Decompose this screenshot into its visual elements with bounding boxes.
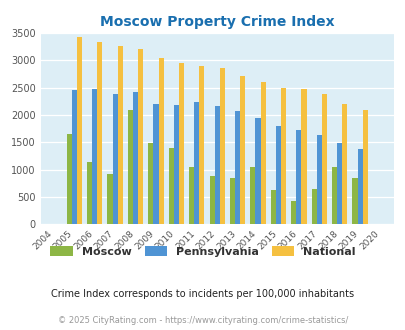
Bar	[331, 167, 336, 224]
Bar	[153, 104, 158, 224]
Bar	[138, 50, 143, 224]
Bar	[275, 126, 280, 224]
Bar	[77, 37, 82, 224]
Bar	[199, 66, 204, 224]
Bar	[92, 89, 97, 224]
Bar	[229, 179, 234, 224]
Bar	[336, 143, 341, 224]
Bar	[362, 110, 367, 224]
Bar	[168, 148, 173, 224]
Bar	[219, 68, 224, 224]
Bar	[158, 58, 163, 224]
Bar	[321, 94, 326, 224]
Bar	[260, 82, 265, 224]
Bar	[214, 106, 219, 224]
Bar	[352, 179, 357, 224]
Bar	[341, 104, 347, 224]
Bar	[87, 161, 92, 224]
Bar	[270, 190, 275, 224]
Bar	[189, 167, 194, 224]
Bar	[301, 89, 306, 224]
Bar	[107, 174, 112, 224]
Bar	[234, 111, 240, 224]
Bar	[357, 149, 362, 224]
Bar	[128, 110, 133, 224]
Bar	[97, 42, 102, 224]
Bar	[250, 167, 255, 224]
Bar	[311, 189, 316, 224]
Bar	[296, 130, 301, 224]
Text: © 2025 CityRating.com - https://www.cityrating.com/crime-statistics/: © 2025 CityRating.com - https://www.city…	[58, 316, 347, 325]
Bar	[117, 46, 122, 224]
Bar	[209, 176, 214, 224]
Bar	[280, 88, 286, 224]
Text: Crime Index corresponds to incidents per 100,000 inhabitants: Crime Index corresponds to incidents per…	[51, 289, 354, 299]
Bar	[66, 134, 72, 224]
Bar	[148, 143, 153, 224]
Bar	[72, 90, 77, 224]
Bar	[173, 105, 179, 224]
Bar	[179, 63, 183, 224]
Bar	[316, 135, 321, 224]
Bar	[112, 94, 117, 224]
Bar	[290, 201, 296, 224]
Title: Moscow Property Crime Index: Moscow Property Crime Index	[100, 15, 334, 29]
Legend: Moscow, Pennsylvania, National: Moscow, Pennsylvania, National	[50, 246, 355, 257]
Bar	[133, 91, 138, 224]
Bar	[240, 76, 245, 224]
Bar	[255, 118, 260, 224]
Bar	[194, 102, 199, 224]
